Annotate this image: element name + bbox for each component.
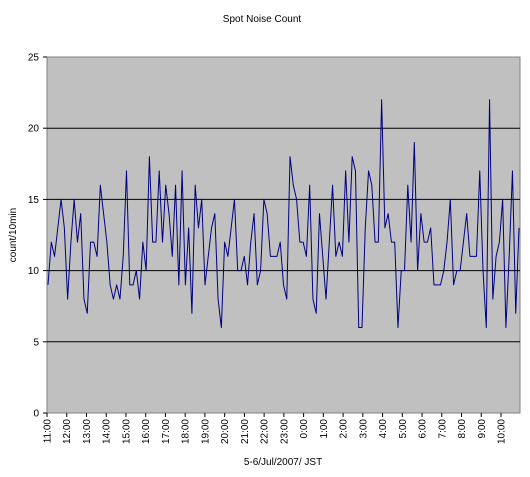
x-tick-label: 10:00	[497, 419, 508, 444]
x-tick-label: 3:00	[358, 419, 369, 439]
x-tick-label: 8:00	[457, 419, 468, 439]
x-tick-label: 11:00	[43, 419, 54, 444]
x-axis: 11:00 12:00 13:00 14:00 15:00 16:00 17:00 18:00…	[43, 413, 508, 444]
x-tick-label: 2:00	[339, 419, 350, 439]
x-tick-label: 9:00	[477, 419, 488, 439]
chart-title: Spot Noise Count	[223, 14, 302, 25]
x-tick-label: 22:00	[260, 419, 271, 444]
x-tick-label: 6:00	[418, 419, 429, 439]
x-tick-label: 17:00	[161, 419, 172, 444]
y-tick-label: 5	[33, 337, 39, 348]
x-tick-label: 15:00	[121, 419, 132, 444]
y-tick-label: 20	[28, 124, 40, 135]
x-tick-label: 18:00	[181, 419, 192, 444]
x-tick-label: 14:00	[102, 419, 113, 444]
series-line	[47, 99, 520, 329]
x-tick-label: 4:00	[378, 419, 389, 439]
x-axis-label: 5-6/Jul/2007/ JST	[244, 457, 322, 468]
x-tick-label: 7:00	[437, 419, 448, 439]
x-tick-label: 19:00	[200, 419, 211, 444]
y-axis-label: count/10min	[8, 208, 19, 262]
y-axis: 0 5 10 15 20 25	[28, 53, 47, 420]
x-tick-label: 21:00	[240, 419, 251, 444]
y-tick-label: 25	[28, 53, 40, 64]
y-tick-label: 10	[28, 266, 40, 277]
x-tick-label: 13:00	[82, 419, 93, 444]
x-tick-label: 0:00	[299, 419, 310, 439]
series-layer	[47, 99, 520, 329]
x-tick-label: 20:00	[220, 419, 231, 444]
x-tick-label: 5:00	[398, 419, 409, 439]
y-tick-label: 0	[33, 409, 39, 420]
x-tick-label: 12:00	[62, 419, 73, 444]
y-tick-label: 15	[28, 195, 40, 206]
x-tick-label: 16:00	[141, 419, 152, 444]
plot-area	[46, 56, 521, 414]
x-tick-label: 23:00	[279, 419, 290, 444]
x-tick-label: 1:00	[319, 419, 330, 439]
